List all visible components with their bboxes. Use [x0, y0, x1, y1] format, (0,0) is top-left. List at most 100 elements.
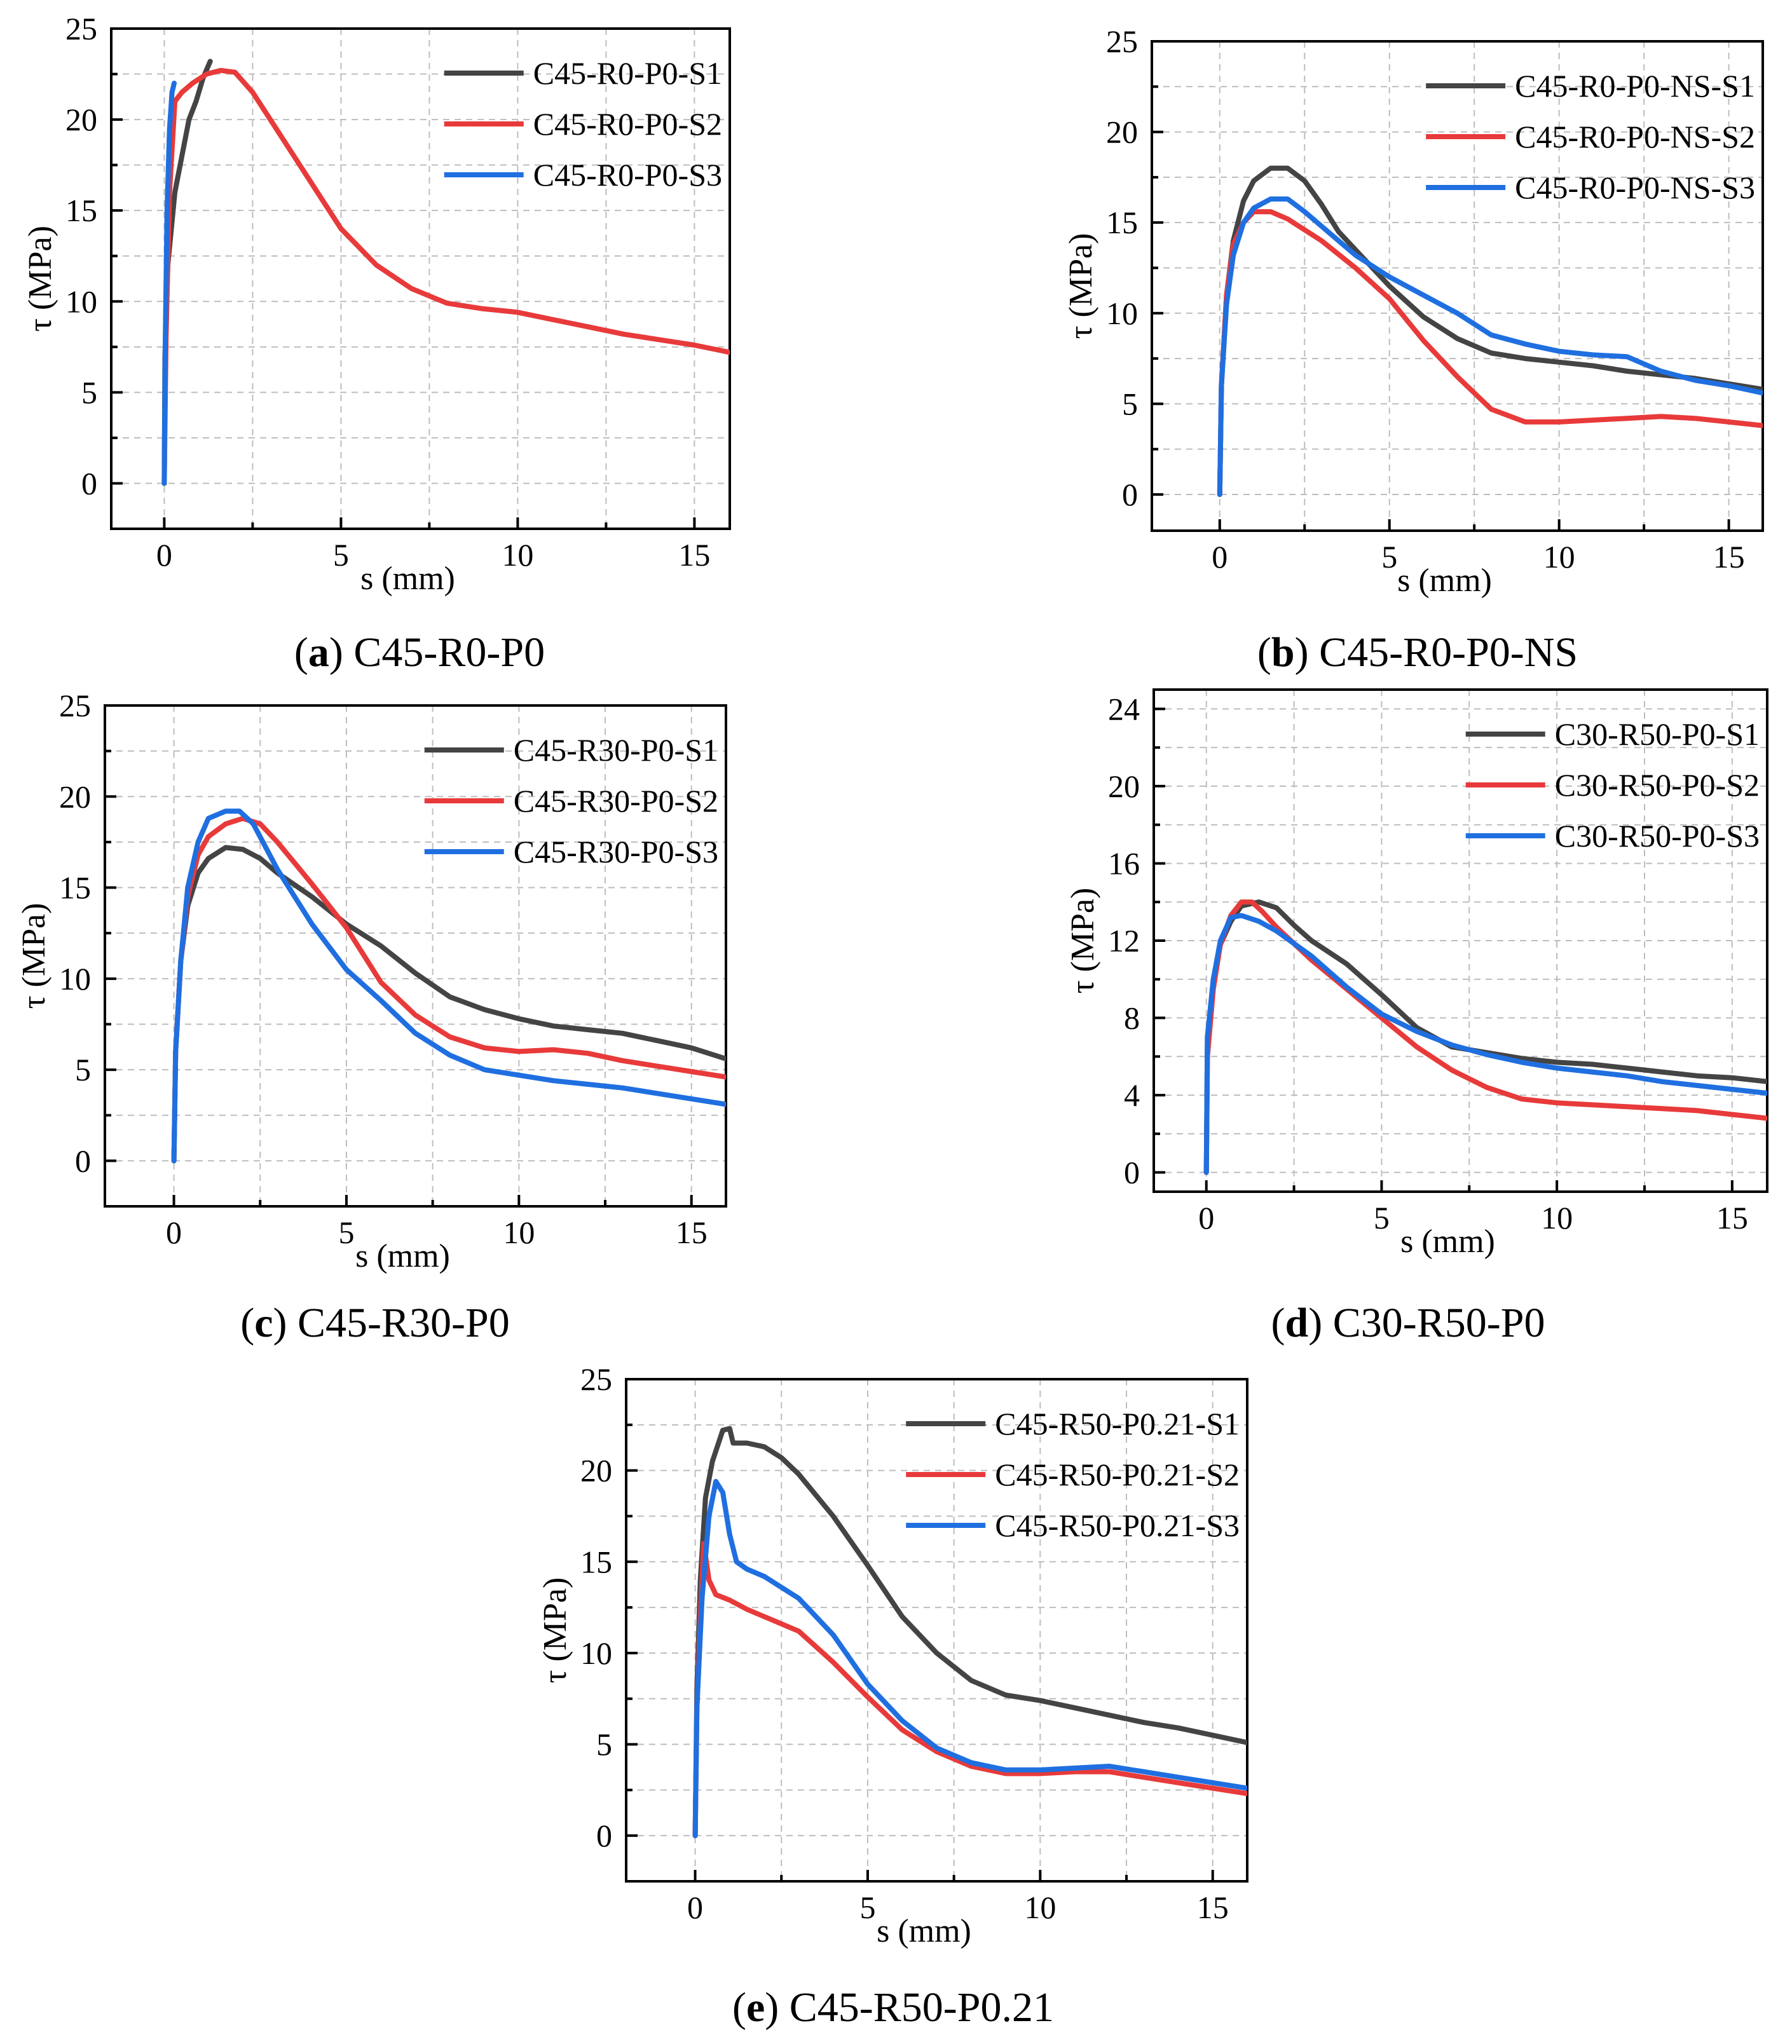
caption-paren-close: ): [1295, 629, 1319, 676]
chart-panel-c: 0 5 10 15 0 5 10 15 20 25 s (mm) τ (MPa) C45-R30-P0-…: [16, 688, 727, 1346]
y-tick-label: 0: [596, 1818, 612, 1853]
y-tick-label: 20: [580, 1453, 612, 1489]
legend-label-3: C45-R0-P0-S3: [533, 157, 722, 193]
x-tick-label: 5: [859, 1890, 875, 1925]
y-tick-label: 4: [1124, 1077, 1140, 1113]
x-axis-label: s (mm): [360, 561, 455, 597]
y-tick-label: 15: [59, 870, 91, 906]
y-tick-label: 10: [65, 283, 97, 319]
series-line-2: [171, 815, 726, 1164]
y-tick-label: 5: [596, 1727, 612, 1762]
y-tick-label: 16: [1108, 845, 1140, 881]
caption-text: C45-R30-P0: [298, 1300, 510, 1346]
y-tick-label: 0: [1124, 1155, 1140, 1190]
legend-label-2: C45-R0-P0-S2: [533, 106, 722, 142]
x-tick-label: 0: [1198, 1200, 1214, 1236]
legend-label-3: C30-R50-P0-S3: [1555, 818, 1760, 854]
caption-letter: c: [254, 1300, 273, 1346]
caption-letter: b: [1271, 629, 1295, 676]
caption-paren-close: ): [1308, 1300, 1332, 1346]
series-line-3: [1203, 913, 1767, 1175]
panel-caption: (c) C45-R30-P0: [240, 1300, 509, 1346]
x-tick-label: 0: [1212, 539, 1228, 575]
series-line-1: [171, 845, 726, 1164]
y-tick-label: 5: [1122, 386, 1138, 421]
series-line-2: [161, 67, 730, 486]
legend-label-3: C45-R30-P0-S3: [514, 834, 718, 869]
legend-label-1: C45-R30-P0-S1: [514, 732, 718, 768]
chart-panel-d: 0 5 10 15 0 4 8 12 16 20 24 s (mm) τ (MPa) C30-R50-P0…: [1065, 688, 1768, 1346]
y-tick-label: 25: [59, 688, 91, 723]
y-tick-label: 5: [75, 1052, 91, 1087]
series-line-3: [171, 808, 726, 1164]
chart-panel-e: 0 5 10 15 0 5 10 15 20 25 s (mm) τ (MPa) C45-R50-P0.…: [537, 1361, 1248, 2031]
y-tick-label: 0: [81, 465, 97, 501]
legend-label-2: C30-R50-P0-S2: [1555, 767, 1760, 803]
legend-label-1: C45-R0-P0-S1: [533, 55, 722, 91]
grid: [1152, 41, 1763, 531]
y-tick-label: 20: [1106, 114, 1138, 150]
y-tick-label: 0: [75, 1143, 91, 1178]
x-tick-label: 15: [1197, 1890, 1229, 1925]
x-tick-label: 15: [676, 1215, 708, 1250]
y-tick-label: 8: [1124, 1000, 1140, 1036]
caption-letter: e: [746, 1984, 765, 2031]
y-axis-label: τ (MPa): [1063, 233, 1099, 339]
y-tick-label: 20: [65, 102, 97, 137]
legend: C45-R30-P0-S1 C45-R30-P0-S2 C45-R30-P0-S3: [424, 732, 718, 869]
plot-frame: [104, 704, 727, 1208]
plot-frame: [1151, 40, 1764, 532]
y-tick-label: 5: [81, 374, 97, 410]
legend-label-2: C45-R50-P0.21-S2: [995, 1457, 1240, 1492]
caption-paren-close: ): [273, 1300, 298, 1346]
y-tick-label: 15: [65, 193, 97, 228]
y-axis-label: τ (MPa): [22, 226, 58, 332]
legend: C45-R0-P0-NS-S1 C45-R0-P0-NS-S2 C45-R0-P0-…: [1426, 68, 1755, 205]
x-tick-label: 5: [333, 537, 349, 573]
x-axis-label: s (mm): [355, 1238, 450, 1274]
legend: C30-R50-P0-S1 C30-R50-P0-S2 C30-R50-P0-S3: [1465, 716, 1760, 854]
panel-caption: (e) C45-R50-P0.21: [732, 1984, 1054, 2031]
panel-caption: (a) C45-R0-P0: [294, 629, 545, 676]
legend-label-3: C45-R50-P0.21-S3: [995, 1508, 1240, 1543]
caption-paren-open: (: [732, 1984, 746, 2031]
x-tick-label: 10: [1024, 1890, 1056, 1925]
x-axis-label: s (mm): [1397, 562, 1492, 599]
chart-panel-a: 0 5 10 15 0 5 10 15 20 25 s (mm) τ (MPa) C45-R0-P0-S…: [22, 11, 731, 676]
x-axis-label: s (mm): [877, 1913, 971, 1949]
series-line-3: [161, 80, 177, 486]
y-tick-label: 10: [1106, 296, 1138, 331]
x-tick-label: 0: [687, 1890, 703, 1925]
caption-letter: a: [308, 629, 329, 676]
y-tick-label: 15: [580, 1544, 612, 1579]
caption-paren-open: (: [1257, 629, 1271, 676]
x-tick-label: 5: [1374, 1200, 1390, 1236]
panel-caption: (b) C45-R0-P0-NS: [1257, 629, 1578, 676]
caption-letter: d: [1285, 1300, 1309, 1346]
caption-text: C45-R0-P0: [353, 629, 545, 676]
x-tick-label: 10: [503, 1215, 535, 1250]
y-tick-label: 12: [1108, 923, 1140, 958]
x-tick-label: 15: [1716, 1200, 1748, 1236]
caption-paren-close: ): [765, 1984, 789, 2031]
caption-paren-close: ): [329, 629, 353, 676]
x-tick-label: 10: [502, 537, 533, 573]
legend-label-1: C45-R50-P0.21-S1: [995, 1406, 1240, 1441]
x-axis-label: s (mm): [1400, 1223, 1495, 1260]
legend-label-2: C45-R0-P0-NS-S2: [1515, 119, 1755, 154]
series-line-3: [1217, 196, 1763, 497]
grid: [626, 1379, 1247, 1881]
x-tick-label: 0: [166, 1215, 182, 1250]
y-tick-label: 25: [580, 1361, 612, 1397]
caption-paren-open: (: [240, 1300, 254, 1346]
x-tick-label: 15: [678, 537, 710, 573]
series-line-3: [692, 1478, 1247, 1839]
grid: [105, 705, 726, 1206]
y-axis-label: τ (MPa): [537, 1577, 573, 1684]
series-line-2: [692, 1541, 1247, 1839]
series-line-1: [692, 1426, 1247, 1839]
x-tick-label: 5: [338, 1215, 354, 1250]
grid: [1154, 690, 1767, 1192]
plot-frame: [625, 1378, 1248, 1883]
